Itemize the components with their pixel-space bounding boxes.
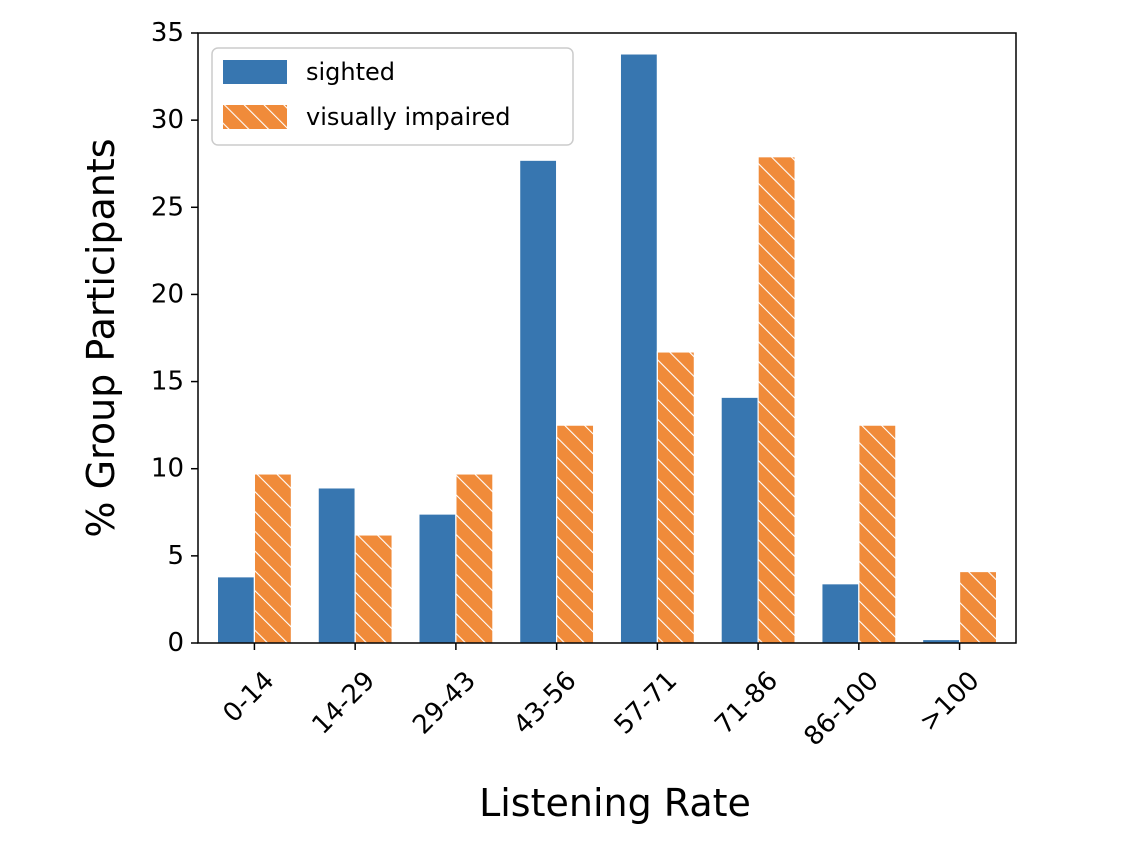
- bar-visually-impaired-1-hatch: [254, 473, 292, 643]
- bar-sighted-7: [821, 583, 860, 644]
- x-tick-label: 29-43: [407, 666, 482, 741]
- legend-label-visually-impaired: visually impaired: [306, 103, 510, 131]
- y-tick-label: 0: [167, 628, 184, 658]
- y-tick-label: 30: [151, 105, 184, 135]
- x-tick-label: >100: [914, 666, 986, 738]
- legend-swatch-hatch: [223, 105, 287, 129]
- bar-visually-impaired-2-hatch: [355, 534, 393, 643]
- x-tick-label: 86-100: [798, 666, 884, 752]
- y-tick-label: 35: [151, 18, 184, 48]
- legend-box: [211, 47, 574, 146]
- y-tick-label: 5: [167, 541, 184, 571]
- bar-visually-impaired-4-hatch: [556, 425, 594, 643]
- bar-visually-impaired-7-hatch: [858, 425, 896, 643]
- axes-layer: 0-14 14-29 29-43 43-56 57-71 71-86 86-100 >100 0…: [79, 18, 1017, 825]
- bar-visually-impaired-8-hatch: [959, 571, 997, 643]
- bar-sighted-1: [216, 576, 256, 644]
- y-tick-label: 15: [151, 367, 184, 397]
- x-tick-label: 43-56: [508, 666, 583, 741]
- bar-sighted-4: [519, 159, 558, 644]
- plot-frame: [197, 32, 1017, 644]
- y-tick-label: 20: [151, 279, 184, 309]
- x-tick-label: 14-29: [306, 666, 381, 741]
- x-tick-label: 57-71: [609, 666, 684, 741]
- x-tick-label: 0-14: [217, 666, 280, 729]
- y-tick-label: 10: [151, 454, 184, 484]
- bar-sighted-6: [720, 396, 759, 644]
- bar-visually-impaired-5-hatch: [657, 351, 695, 643]
- bar-visually-impaired-3-hatch: [455, 473, 493, 643]
- legend-swatch-sighted: [223, 60, 287, 84]
- bar-sighted-3: [418, 513, 457, 644]
- legend-label-sighted: sighted: [306, 58, 395, 86]
- bar-sighted-5: [619, 53, 658, 644]
- x-tick-label: 71-86: [709, 666, 784, 741]
- bar-visually-impaired-6-hatch: [758, 156, 796, 643]
- legend: sighted visually impaired: [211, 47, 574, 146]
- bar-sighted-2: [317, 487, 356, 644]
- y-axis-title: % Group Participants: [79, 138, 123, 537]
- x-axis-title: Listening Rate: [479, 781, 751, 825]
- bars-layer: [216, 53, 998, 644]
- y-tick-label: 25: [151, 192, 184, 222]
